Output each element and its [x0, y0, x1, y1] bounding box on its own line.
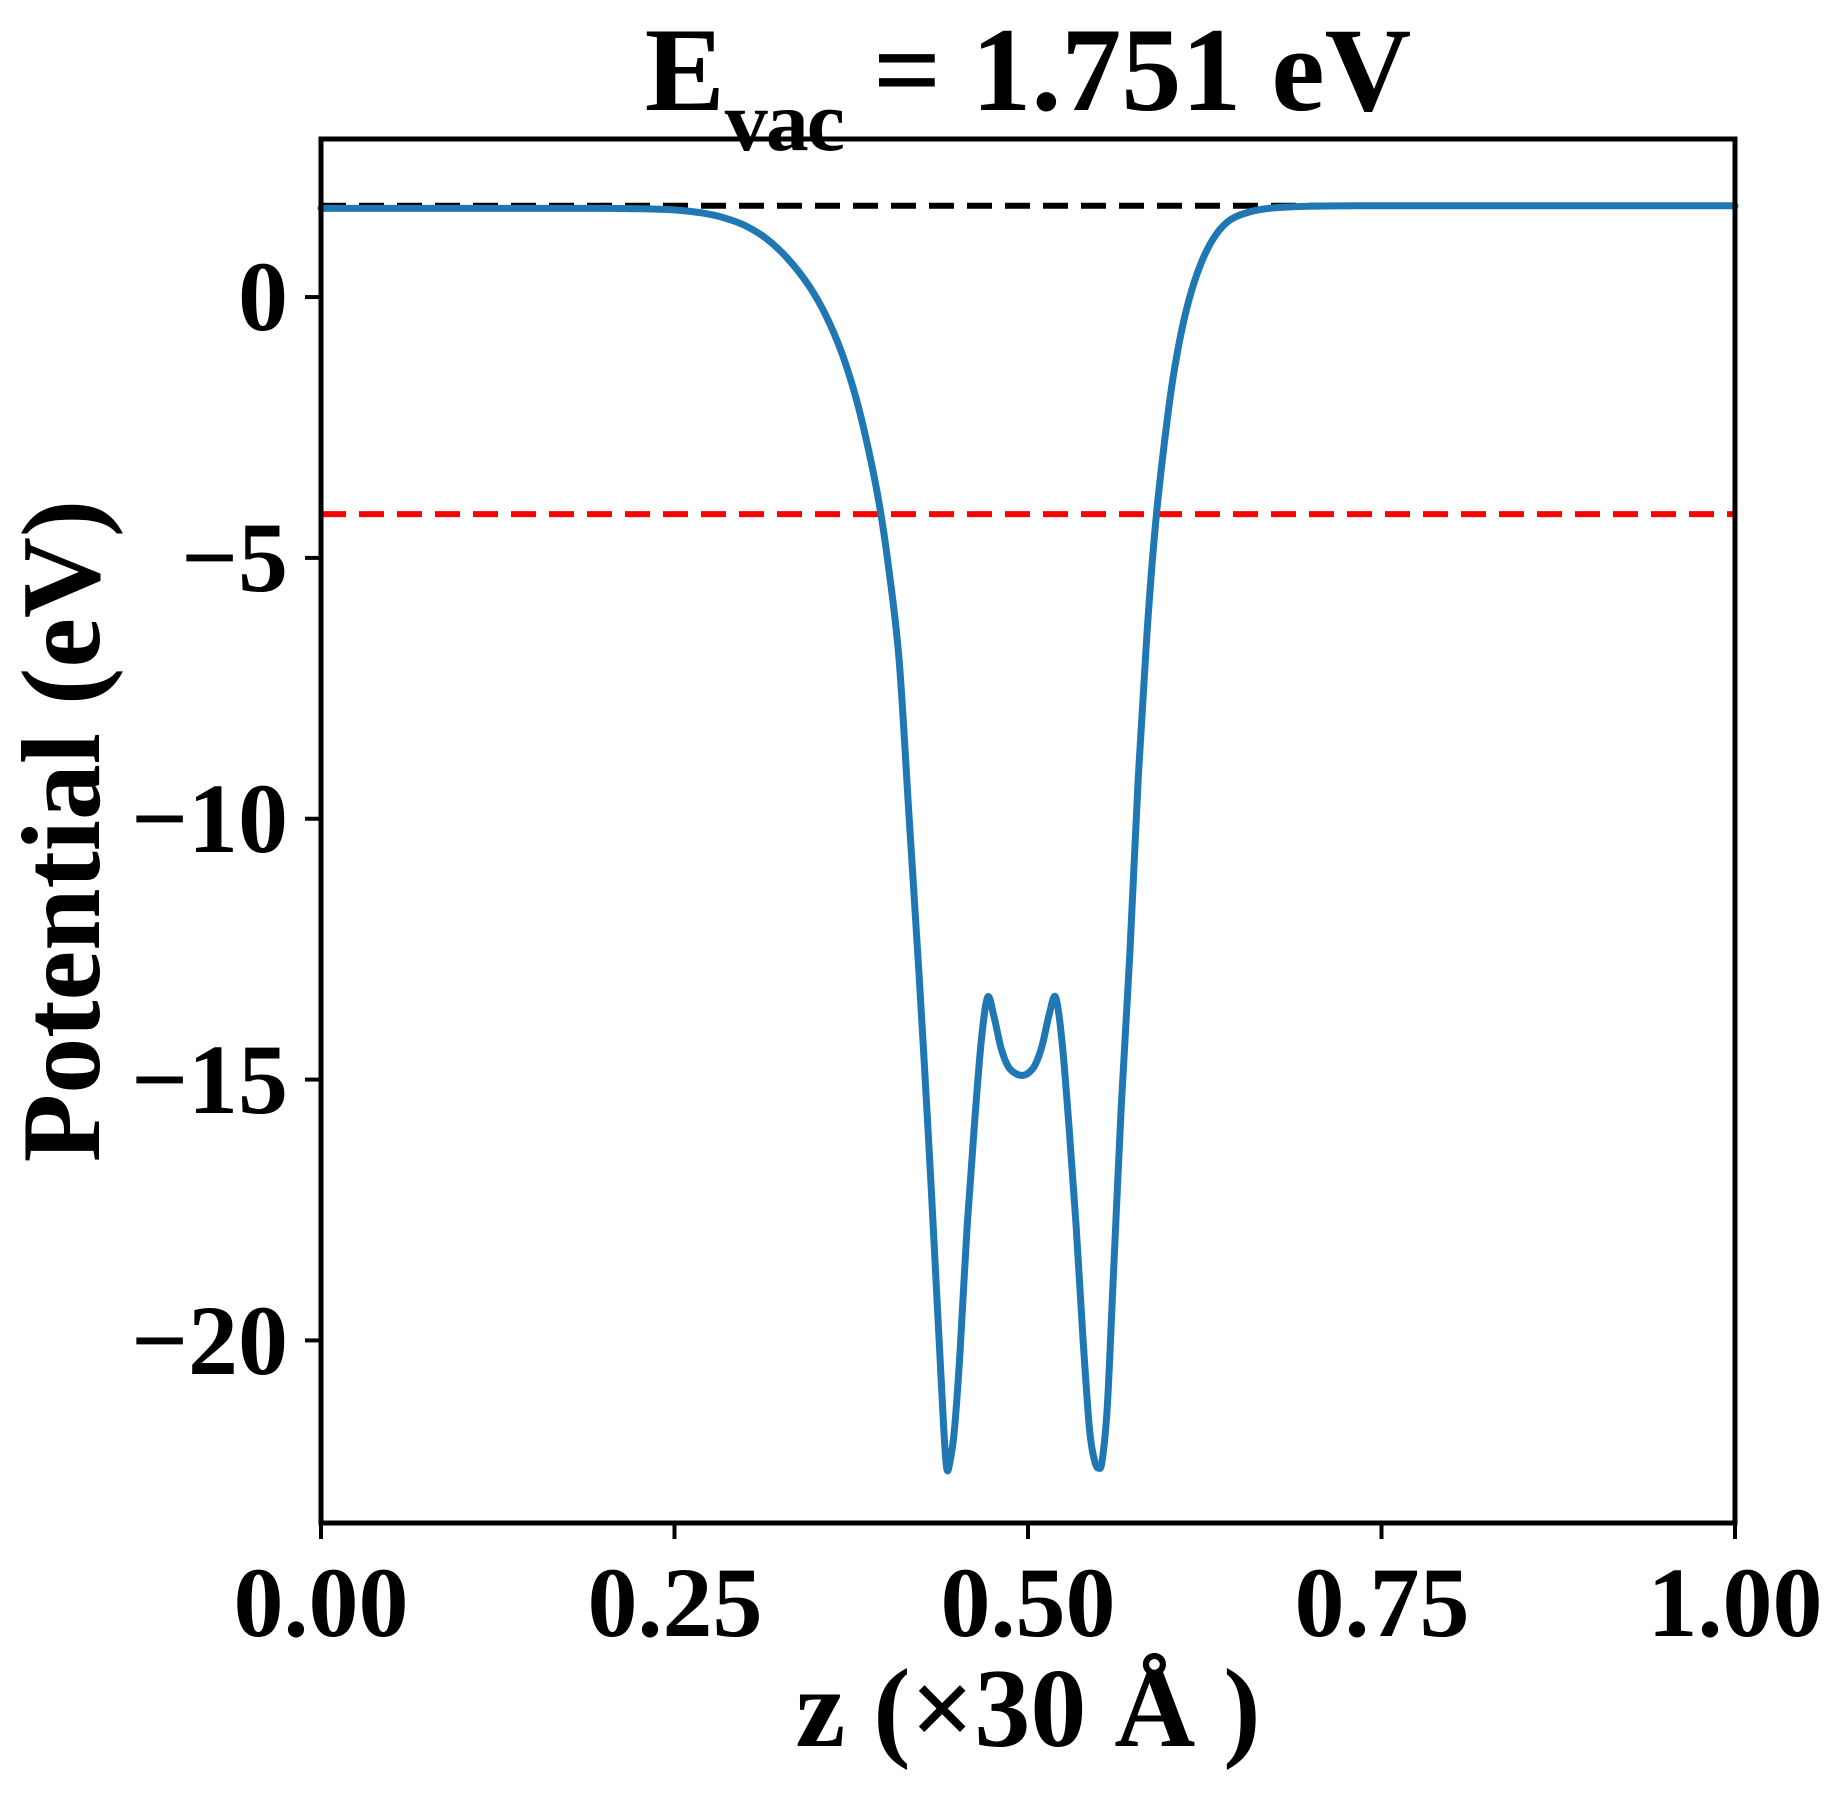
x-tick-label-000: 0.00 [233, 1547, 409, 1658]
y-tick-label-m10: −10 [131, 763, 288, 874]
title-subscript: vac [724, 73, 845, 169]
y-tick-label-m5: −5 [181, 502, 288, 613]
x-tick-label-100: 1.00 [1647, 1547, 1823, 1658]
x-tick-label-025: 0.25 [587, 1547, 763, 1658]
y-tick-label-m20: −20 [131, 1285, 288, 1396]
title-symbol: E [644, 3, 725, 136]
x-tick-label-075: 0.75 [1294, 1547, 1470, 1658]
x-tick-label-050: 0.50 [940, 1547, 1116, 1658]
chart-title: Evac = 1.751 eV [321, 0, 1735, 169]
plot-frame [318, 136, 1738, 1526]
x-axis-label: z (×30 Å ) [795, 1647, 1261, 1771]
title-value: = 1.751 eV [842, 3, 1412, 136]
potential-curve [317, 202, 1739, 1475]
y-tick-label-m15: −15 [131, 1024, 288, 1135]
y-tick-label-0: 0 [238, 241, 288, 352]
